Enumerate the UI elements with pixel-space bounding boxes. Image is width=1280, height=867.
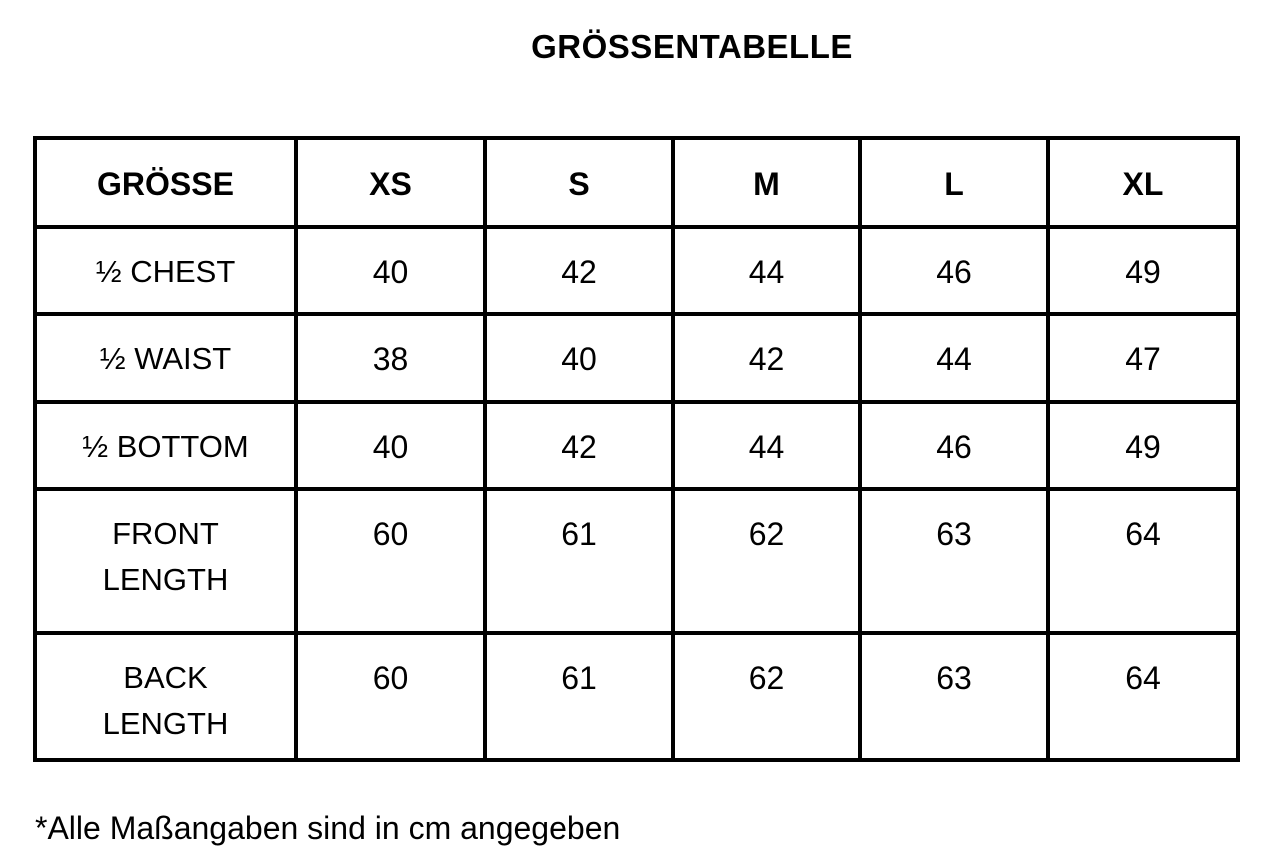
value-cell: 42 [483,400,675,491]
row-label: FRONT LENGTH [33,487,298,635]
value-cell: 46 [858,400,1050,491]
header-cell: GRÖSSE [33,136,298,229]
header-cell: XL [1046,136,1240,229]
row-label: ½ CHEST [33,225,298,316]
footnote: *Alle Maßangaben sind in cm angegeben [35,810,621,846]
value-cell: 49 [1046,225,1240,316]
value-cell: 49 [1046,400,1240,491]
value-cell: 40 [483,312,675,404]
value-cell: 38 [294,312,487,404]
table-row: ½ BOTTOM 40 42 44 46 49 [33,400,1240,491]
value-cell: 62 [671,487,862,635]
table-row: BACK LENGTH 60 61 62 63 64 [33,631,1240,762]
table-row: FRONT LENGTH 60 61 62 63 64 [33,487,1240,635]
value-cell: 44 [671,225,862,316]
row-label: ½ WAIST [33,312,298,404]
value-cell: 60 [294,487,487,635]
value-cell: 61 [483,487,675,635]
value-cell: 42 [671,312,862,404]
table-row: ½ WAIST 38 40 42 44 47 [33,312,1240,404]
value-cell: 61 [483,631,675,762]
value-cell: 44 [858,312,1050,404]
header-cell: M [671,136,862,229]
table-row: ½ CHEST 40 42 44 46 49 [33,225,1240,316]
value-cell: 46 [858,225,1050,316]
value-cell: 47 [1046,312,1240,404]
header-row: GRÖSSE XS S M L XL [33,136,1240,229]
header-cell: S [483,136,675,229]
value-cell: 42 [483,225,675,316]
page-title: GRÖSSENTABELLE [531,28,853,65]
row-label: BACK LENGTH [33,631,298,762]
header-cell: L [858,136,1050,229]
value-cell: 62 [671,631,862,762]
value-cell: 64 [1046,631,1240,762]
value-cell: 63 [858,487,1050,635]
row-label: ½ BOTTOM [33,400,298,491]
value-cell: 64 [1046,487,1240,635]
value-cell: 63 [858,631,1050,762]
value-cell: 40 [294,400,487,491]
size-table: GRÖSSE XS S M L XL ½ CHEST 40 42 44 46 49 ½ WA… [33,136,1240,762]
value-cell: 60 [294,631,487,762]
value-cell: 40 [294,225,487,316]
value-cell: 44 [671,400,862,491]
header-cell: XS [294,136,487,229]
